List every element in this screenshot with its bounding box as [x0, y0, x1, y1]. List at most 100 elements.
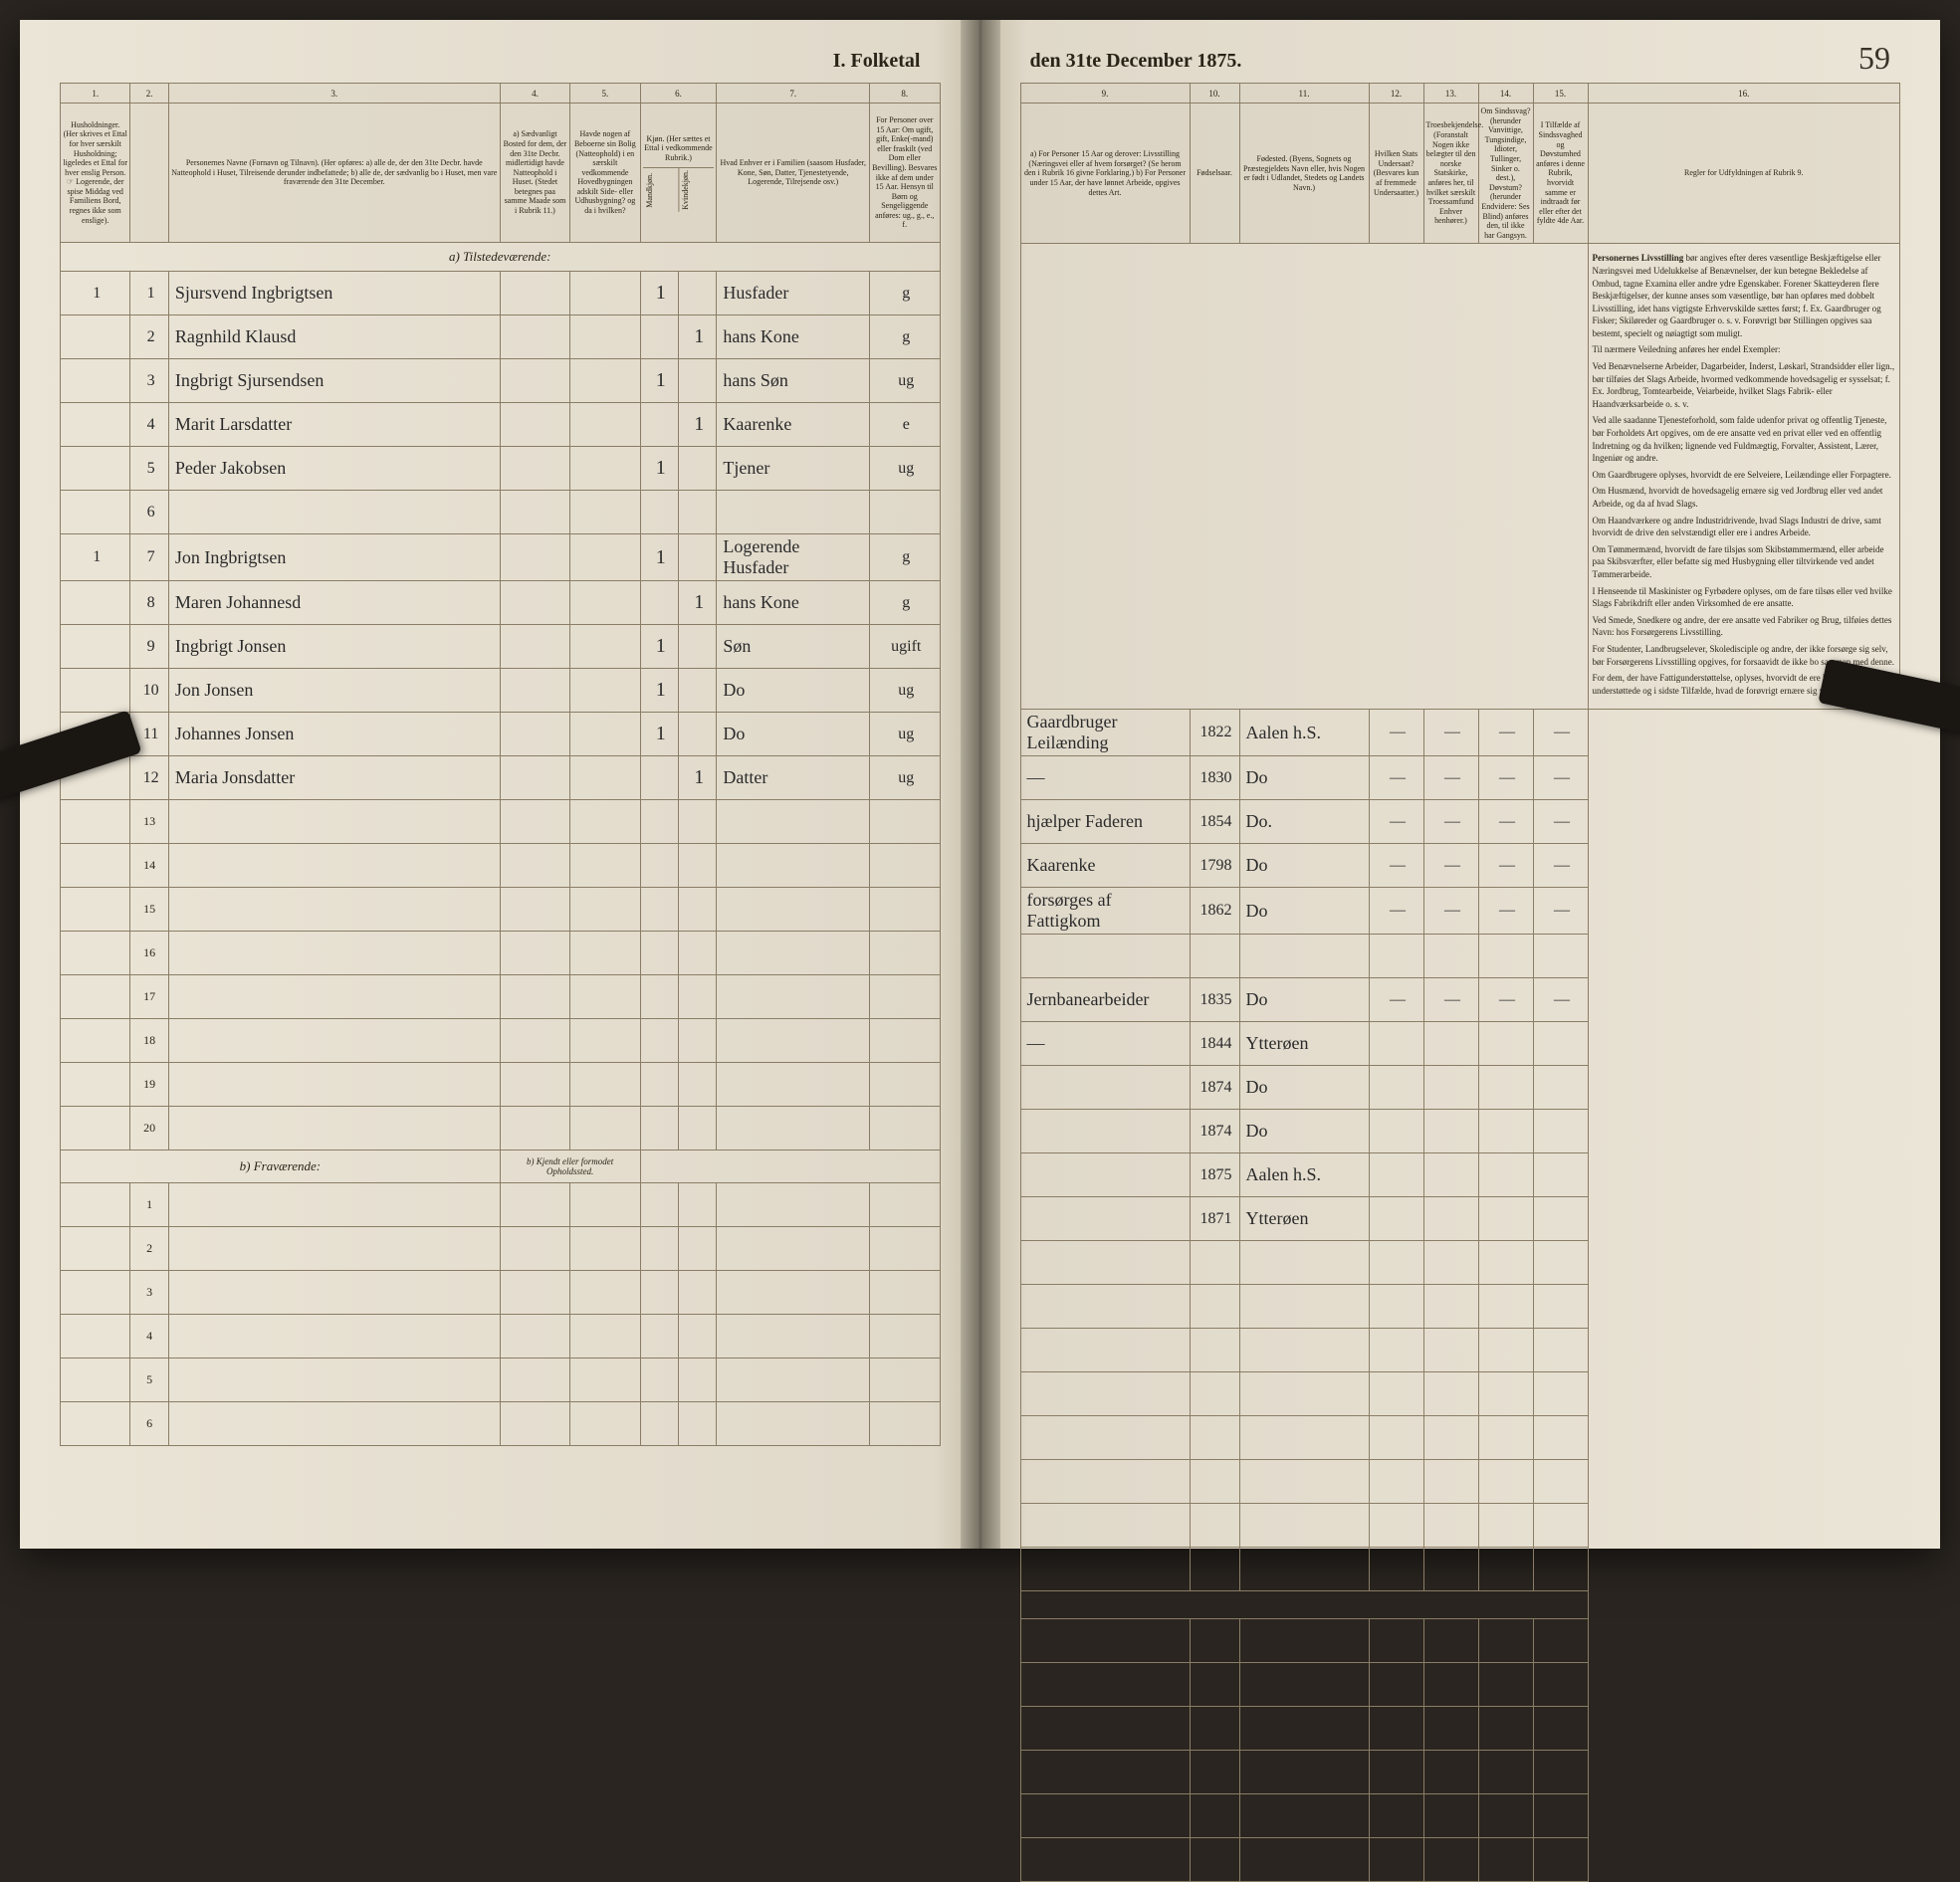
onset-cell — [1533, 1197, 1588, 1241]
outbuilding-cell — [570, 315, 640, 359]
religion-cell: — — [1423, 800, 1478, 844]
birthyear-cell: 1874 — [1190, 1110, 1239, 1153]
relation-cell: hans Søn — [717, 359, 870, 403]
male-cell — [640, 403, 678, 447]
male-cell: 1 — [640, 447, 678, 491]
table-row: 3 Ingbrigt Sjursendsen 1 hans Søn ug — [61, 359, 941, 403]
female-cell: 1 — [678, 581, 716, 625]
birthplace-cell: Do — [1239, 1066, 1369, 1110]
residence-cell — [500, 756, 569, 800]
citizenship-cell — [1369, 1197, 1423, 1241]
marital-cell — [870, 491, 940, 534]
occupation-cell — [1020, 1110, 1190, 1153]
header-7: Hvad Enhver er i Familien (saasom Husfad… — [717, 104, 870, 243]
col-6: 6. — [640, 84, 717, 104]
birthyear-cell: 1798 — [1190, 844, 1239, 888]
table-row: forsørges af Fattigkom 1862 Do — — — — — [1020, 888, 1900, 935]
occupation-cell: — — [1020, 756, 1190, 800]
female-cell: 1 — [678, 315, 716, 359]
residence-cell — [500, 272, 569, 315]
table-row: 1 — [61, 1183, 941, 1227]
citizenship-cell: — — [1369, 710, 1423, 756]
table-row — [1020, 1241, 1900, 1285]
citizenship-cell: — — [1369, 800, 1423, 844]
book-spine — [961, 20, 1000, 1549]
table-row: 5 Peder Jakobsen 1 Tjener ug — [61, 447, 941, 491]
household-cell — [61, 625, 130, 669]
onset-cell — [1533, 1153, 1588, 1197]
female-cell — [678, 359, 716, 403]
table-row: 8 Maren Johannesd 1 hans Kone g — [61, 581, 941, 625]
right-table: 9. 10. 11. 12. 13. 14. 15. 16. a) For Pe… — [1020, 83, 1901, 1882]
residence-cell — [500, 669, 569, 713]
table-row: 19 — [61, 1063, 941, 1107]
onset-cell — [1533, 1066, 1588, 1110]
page-number: 59 — [1858, 40, 1890, 77]
outbuilding-cell — [570, 713, 640, 756]
table-row: 2 Ragnhild Klausd 1 hans Kone g — [61, 315, 941, 359]
occupation-cell: hjælper Faderen — [1020, 800, 1190, 844]
citizenship-cell — [1369, 1110, 1423, 1153]
name-cell: Ragnhild Klausd — [168, 315, 500, 359]
birthplace-cell: Do — [1239, 978, 1369, 1022]
name-cell: Jon Jonsen — [168, 669, 500, 713]
onset-cell: — — [1533, 978, 1588, 1022]
table-row: 4 — [61, 1315, 941, 1359]
table-row — [1020, 1663, 1900, 1707]
birthplace-cell: Aalen h.S. — [1239, 710, 1369, 756]
residence-cell — [500, 581, 569, 625]
occupation-cell: Jernbanearbeider — [1020, 978, 1190, 1022]
table-row: 1874 Do — [1020, 1066, 1900, 1110]
row-number-cell: 7 — [130, 534, 168, 581]
birthplace-cell — [1239, 935, 1369, 978]
disability-cell — [1478, 1110, 1533, 1153]
outbuilding-cell — [570, 403, 640, 447]
name-cell: Jon Ingbrigtsen — [168, 534, 500, 581]
section-b: b) Fraværende: — [61, 1150, 501, 1183]
table-row — [1020, 1707, 1900, 1751]
title-right: den 31te December 1875. — [1020, 50, 1901, 73]
male-cell — [640, 315, 678, 359]
header-13: Troesbekjendelse. (Foranstalt Nogen ikke… — [1423, 104, 1478, 244]
birthyear-cell: 1862 — [1190, 888, 1239, 935]
occupation-cell: forsørges af Fattigkom — [1020, 888, 1190, 935]
household-cell — [61, 669, 130, 713]
name-cell: Maria Jonsdatter — [168, 756, 500, 800]
name-cell: Johannes Jonsen — [168, 713, 500, 756]
table-row — [1020, 1329, 1900, 1372]
col-8: 8. — [870, 84, 940, 104]
outbuilding-cell — [570, 447, 640, 491]
marital-cell: ug — [870, 713, 940, 756]
residence-cell — [500, 359, 569, 403]
birthplace-cell: Do — [1239, 888, 1369, 935]
onset-cell: — — [1533, 710, 1588, 756]
female-cell — [678, 447, 716, 491]
citizenship-cell: — — [1369, 844, 1423, 888]
household-cell — [61, 491, 130, 534]
religion-cell — [1423, 1022, 1478, 1066]
name-cell: Ingbrigt Jonsen — [168, 625, 500, 669]
onset-cell: — — [1533, 800, 1588, 844]
table-row: Jernbanearbeider 1835 Do — — — — — [1020, 978, 1900, 1022]
row-number-cell: 3 — [130, 359, 168, 403]
header-6: Kjøn. (Her sættes et Ettal i vedkommende… — [640, 104, 717, 243]
marital-cell: g — [870, 272, 940, 315]
relation-cell: Do — [717, 669, 870, 713]
household-cell — [61, 447, 130, 491]
header-male: Mandkjøn. — [643, 168, 678, 212]
table-row — [1020, 1416, 1900, 1460]
col-16: 16. — [1588, 84, 1900, 104]
table-row — [1020, 1548, 1900, 1591]
table-row — [1020, 1619, 1900, 1663]
birthyear-cell: 1822 — [1190, 710, 1239, 756]
disability-cell — [1478, 1197, 1533, 1241]
onset-cell: — — [1533, 756, 1588, 800]
table-row — [1020, 1751, 1900, 1794]
header-14: Om Sindssvag? (herunder Vanvittige, Tung… — [1478, 104, 1533, 244]
citizenship-cell — [1369, 1022, 1423, 1066]
disability-cell: — — [1478, 756, 1533, 800]
header-6-main: Kjøn. (Her sættes et Ettal i vedkommende… — [643, 134, 715, 163]
outbuilding-cell — [570, 491, 640, 534]
table-row: 11 Johannes Jonsen 1 Do ug — [61, 713, 941, 756]
birthyear-cell: 1830 — [1190, 756, 1239, 800]
